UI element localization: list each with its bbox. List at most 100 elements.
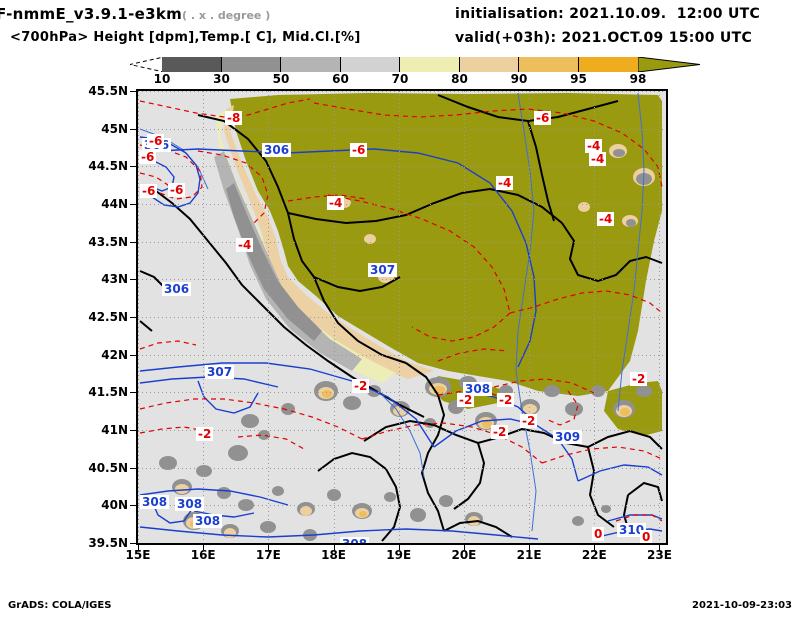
colorbar-tick-30: 30 [213, 72, 230, 86]
contour-label-heightdpm-308: 308 [193, 514, 223, 528]
lat-tick-43.5N: 43.5N [88, 234, 128, 249]
colorbar-band-2 [281, 57, 341, 72]
model-name: F-nmmE_v3.9.1-e3km [0, 5, 183, 23]
colorbar-tick-80: 80 [451, 72, 468, 86]
colorbar-band-7 [578, 57, 638, 72]
contour-label-tempc-0: 0 [640, 530, 653, 544]
lon-tickmark-15E [138, 545, 139, 550]
lat-tick-42N: 42N [101, 347, 128, 362]
contour-label-tempc--4: -4 [236, 238, 254, 252]
contour-label-heightdpm-310: 310 [617, 523, 647, 537]
fields-title: <700hPa> Height [dpm],Temp.[ C], Mid.Cl.… [10, 30, 361, 45]
gridline-lat-43 [138, 279, 666, 281]
colorbar-tick-60: 60 [332, 72, 349, 86]
lon-tickmark-23E [659, 545, 661, 550]
contour-label-tempc--6: -6 [139, 150, 157, 164]
grads-credit: GrADS: COLA/IGES [8, 600, 112, 611]
model-resolution: ( . x . degree ) [182, 9, 271, 22]
contour-label-tempc--4: -4 [496, 176, 514, 190]
lon-tick-17E: 17E [255, 548, 281, 562]
lat-tickmark-41.5N [130, 392, 136, 394]
lat-tickmark-45.5N [130, 91, 136, 92]
contour-label-heightdpm-307: 307 [368, 263, 398, 277]
lat-tickmark-40N [130, 505, 136, 507]
initialisation-label: initialisation: 2021.10.09. 12:00 UTC [455, 6, 761, 22]
contour-label-heightdpm-306: 306 [162, 282, 192, 296]
lat-tick-43N: 43N [101, 272, 128, 287]
contour-label-tempc--4: -4 [597, 212, 615, 226]
lat-tickmark-42.5N [130, 317, 136, 318]
map-graphics [139, 92, 663, 542]
gridline-lat-40.5 [138, 467, 666, 469]
lat-tick-39.5N: 39.5N [88, 536, 128, 550]
lat-tick-40.5N: 40.5N [88, 460, 128, 475]
contour-label-heightdpm-308: 308 [463, 382, 493, 396]
gridline-lat-45 [138, 128, 666, 130]
lat-tickmark-44N [130, 204, 136, 205]
contour-label-tempc--2: -2 [491, 425, 509, 439]
map-canvas: 306306306307307308308308308308309310-8-6… [138, 91, 666, 543]
contour-label-tempc--2: -2 [352, 379, 370, 393]
colorbar-band-6 [519, 57, 579, 72]
gridline-lat-42 [138, 354, 666, 356]
lon-tick-18E: 18E [321, 548, 346, 562]
contour-label-tempc--6: -6 [168, 183, 186, 197]
colorbar: 10 30 50 60 70 80 90 95 98 [130, 57, 700, 86]
colorbar-tick-90: 90 [510, 72, 528, 86]
colorbar-band-5 [459, 57, 519, 72]
contour-label-heightdpm-306: 306 [262, 143, 292, 157]
lon-tickmark-22E [594, 545, 596, 550]
contour-label-tempc--6: -6 [147, 134, 165, 148]
colorbar-low-extend-arrow [130, 57, 164, 72]
lat-tickmark-41N [130, 430, 136, 431]
lon-tick-23E: 23E [647, 548, 672, 562]
gridline-lat-44.5 [138, 166, 666, 168]
contour-label-tempc--4: -4 [327, 196, 345, 210]
gridline-lat-45.5 [138, 91, 666, 92]
valid-time-label: valid(+03h): 2021.OCT.09 15:00 UTC [455, 30, 753, 46]
gridline-lat-42.5 [138, 317, 666, 318]
lon-tickmark-16E [203, 545, 205, 550]
lat-tickmark-44.5N [130, 166, 136, 168]
lon-tickmark-19E [398, 545, 400, 550]
contour-label-heightdpm-308: 308 [140, 495, 170, 509]
lat-tick-45.5N: 45.5N [88, 84, 128, 98]
gridline-lat-39.5 [138, 543, 666, 544]
lat-tick-42.5N: 42.5N [88, 310, 128, 324]
lon-tick-19E: 19E [386, 548, 412, 562]
lon-tick-15E: 15E [125, 548, 151, 562]
colorbar-bands [162, 57, 638, 72]
colorbar-band-3 [340, 57, 400, 72]
colorbar-tick-95: 95 [570, 72, 587, 86]
lon-tick-22E: 22E [581, 548, 607, 562]
colorbar-tick-98: 98 [629, 72, 647, 86]
contour-label-tempc--8: -8 [225, 111, 243, 125]
contour-label-heightdpm-308: 308 [175, 497, 205, 511]
contour-label-tempc--6: -6 [350, 143, 368, 157]
lon-tickmark-18E [333, 545, 335, 550]
contour-label-tempc--2: -2 [196, 427, 214, 441]
lat-tickmark-42N [130, 354, 136, 356]
contour-label-heightdpm-309: 309 [553, 430, 583, 444]
lat-tick-44.5N: 44.5N [88, 159, 128, 174]
gridline-lat-40 [138, 505, 666, 507]
colorbar-band-4 [400, 57, 460, 72]
gridline-lat-43.5 [138, 241, 666, 243]
lat-tick-45N: 45N [101, 121, 128, 136]
contour-label-tempc--2: -2 [497, 393, 515, 407]
lat-tick-40N: 40N [101, 498, 128, 513]
colorbar-high-extend-arrow [638, 57, 700, 72]
colorbar-tick-70: 70 [391, 72, 409, 86]
lon-tickmark-20E [463, 545, 465, 550]
contour-label-tempc--6: -6 [140, 184, 158, 198]
lat-tickmark-45N [130, 128, 136, 130]
lon-tickmark-17E [268, 545, 270, 550]
lat-tick-41N: 41N [101, 423, 128, 437]
map-plot-area[interactable]: 306306306307307308308308308308309310-8-6… [136, 89, 668, 545]
lat-tick-41.5N: 41.5N [88, 385, 128, 400]
lon-tickmark-21E [529, 545, 531, 550]
contour-label-heightdpm-308: 308 [340, 537, 370, 543]
colorbar-tick-50: 50 [272, 72, 290, 86]
contour-label-tempc--6: -6 [534, 111, 552, 125]
gridline-lat-41 [138, 430, 666, 431]
